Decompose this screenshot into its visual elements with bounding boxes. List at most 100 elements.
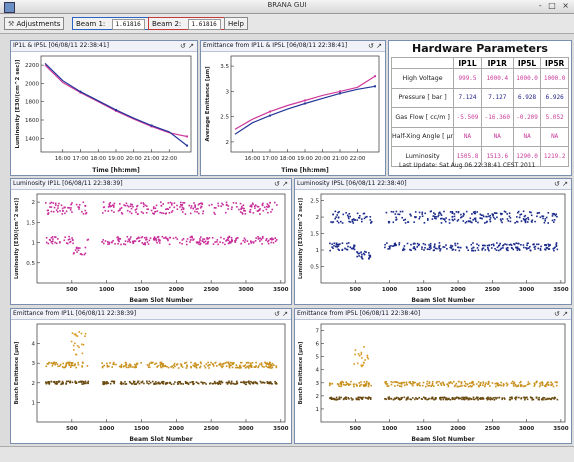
scatter-point [192, 383, 194, 385]
scatter-point [81, 380, 84, 383]
emittance-trend-panel: Emittance from IP1L & IP5L [06/08/11 22:… [200, 40, 386, 176]
window-controls[interactable]: - □ × [538, 1, 571, 10]
scatter-point [442, 246, 444, 248]
scatter-point [261, 204, 264, 207]
scatter-point [180, 208, 183, 211]
scatter-point [153, 236, 156, 238]
scatter-point [363, 362, 365, 364]
scatter-point [337, 245, 340, 247]
scatter-point [541, 215, 543, 217]
scatter-point [489, 218, 491, 221]
panel-refresh-icon[interactable]: ↺ ↗ [368, 42, 382, 50]
scatter-point [155, 239, 158, 242]
panel-refresh-icon[interactable]: ↺ ↗ [180, 42, 194, 50]
scatter-point [194, 206, 196, 208]
scatter-point [493, 212, 496, 214]
scatter-point [548, 245, 550, 247]
scatter-point [62, 382, 64, 384]
scatter-point [135, 383, 137, 385]
scatter-point [547, 381, 549, 384]
scatter-point [221, 202, 223, 205]
scatter-point [522, 385, 525, 388]
panel-refresh-icon[interactable]: ↺ ↗ [274, 180, 288, 188]
scatter-point [459, 385, 461, 387]
scatter-point [336, 214, 338, 216]
scatter-point [346, 242, 348, 245]
scatter-point [492, 213, 494, 216]
scatter-point [501, 397, 504, 399]
scatter-point [268, 366, 271, 369]
beam2-value[interactable]: 1.61816 [187, 19, 221, 30]
scatter-point [226, 203, 228, 206]
scatter-point [443, 384, 446, 386]
scatter-point [469, 217, 472, 220]
scatter-point [526, 398, 529, 401]
scatter-point [442, 396, 445, 399]
scatter-point [392, 398, 395, 401]
scatter-point [486, 215, 488, 218]
beam1-value[interactable]: 1.61816 [111, 19, 145, 30]
scatter-point [108, 243, 110, 245]
scatter-point [385, 211, 388, 214]
scatter-point [418, 384, 420, 386]
scatter-point [545, 384, 547, 386]
scatter-point [394, 397, 396, 400]
scatter-point [50, 210, 53, 213]
scatter-point [115, 363, 117, 366]
scatter-point [407, 396, 409, 399]
scatter-point [406, 242, 409, 245]
scatter-point [394, 381, 396, 383]
beam2-field[interactable]: Beam 2: 1.61816 [148, 17, 225, 30]
scatter-point [334, 398, 337, 401]
scatter-point [128, 364, 130, 367]
x-tick-label: 16:00 [245, 156, 261, 162]
panel-refresh-icon[interactable]: ↺ ↗ [554, 180, 568, 188]
table-row: Luminosity 1505.8 1513.6 1290.0 1219.2 [390, 146, 569, 167]
scatter-point [267, 204, 270, 207]
scatter-point [137, 380, 140, 383]
scatter-point [249, 362, 252, 365]
adjustments-button[interactable]: ⚒ Adjustments [4, 17, 65, 30]
scatter-point [471, 249, 473, 252]
scatter-point [477, 399, 479, 401]
scatter-point [414, 248, 417, 251]
scatter-point [238, 367, 241, 369]
scatter-point [205, 243, 207, 245]
scatter-point [449, 246, 451, 249]
scatter-point [227, 205, 230, 207]
scatter-point [555, 384, 558, 387]
scatter-point [470, 243, 473, 246]
scatter-point [152, 212, 154, 215]
scatter-point [156, 241, 158, 244]
scatter-point [257, 206, 260, 208]
y-axis-label: Luminosity [E30/(cm^2 sec)] [15, 59, 21, 149]
scatter-point [520, 380, 522, 383]
scatter-point [488, 244, 490, 246]
scatter-point [149, 381, 152, 384]
scatter-point [183, 202, 186, 204]
scatter-point [193, 202, 195, 204]
scatter-point [133, 383, 136, 385]
panel-refresh-icon[interactable]: ↺ ↗ [274, 310, 288, 318]
scatter-point [362, 364, 364, 367]
scatter-point [476, 396, 478, 399]
scatter-point [355, 397, 358, 400]
scatter-point [345, 396, 347, 399]
scatter-point [551, 219, 554, 222]
scatter-point [471, 213, 473, 215]
scatter-point [440, 384, 443, 386]
scatter-point [368, 396, 370, 399]
help-button[interactable]: Help [224, 17, 248, 30]
scatter-point [553, 212, 555, 215]
scatter-point [228, 240, 231, 243]
scatter-point [476, 247, 479, 249]
scatter-point [399, 399, 401, 401]
panel-refresh-icon[interactable]: ↺ ↗ [554, 310, 568, 318]
scatter-point [539, 216, 542, 219]
scatter-point [47, 382, 50, 384]
beam1-field[interactable]: Beam 1: 1.61816 [72, 17, 149, 30]
scatter-point [553, 219, 556, 221]
scatter-point [329, 383, 332, 385]
scatter-point [65, 364, 67, 367]
scatter-point [161, 381, 164, 383]
